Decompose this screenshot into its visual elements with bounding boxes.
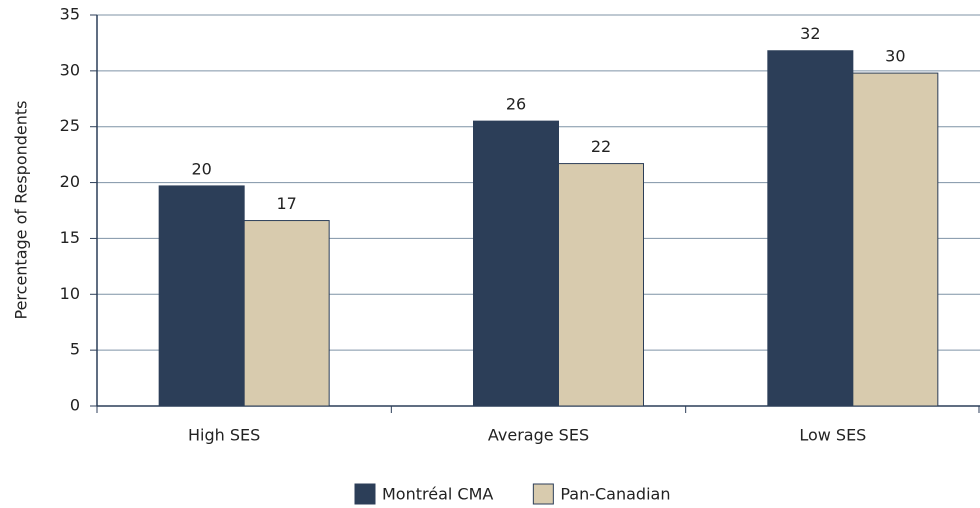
legend-swatch — [532, 483, 554, 505]
bar — [473, 120, 559, 407]
y-tick-label: 20 — [60, 172, 80, 191]
value-label: 26 — [506, 95, 526, 114]
value-label: 20 — [191, 159, 211, 178]
legend-label: Montréal CMA — [382, 485, 493, 504]
y-tick-label: 0 — [70, 396, 80, 415]
bar — [852, 72, 939, 407]
y-tick-label: 10 — [60, 284, 80, 303]
y-tick-label: 5 — [70, 340, 80, 359]
bar — [558, 163, 644, 407]
bar — [767, 50, 854, 407]
value-label: 30 — [885, 47, 905, 66]
value-label: 22 — [591, 137, 611, 156]
x-tick-label: Average SES — [488, 426, 589, 445]
legend-label: Pan-Canadian — [560, 485, 670, 504]
y-tick-label: 15 — [60, 228, 80, 247]
legend-swatch — [354, 483, 376, 505]
bar — [243, 220, 330, 407]
x-tick-label: Low SES — [799, 426, 866, 445]
y-axis-label: Percentage of Respondents — [12, 100, 31, 319]
bar — [158, 185, 245, 407]
y-tick-label: 25 — [60, 116, 80, 135]
value-label: 32 — [800, 24, 820, 43]
value-label: 17 — [276, 194, 296, 213]
x-tick-label: High SES — [188, 426, 260, 445]
y-tick-label: 35 — [60, 5, 80, 24]
y-tick-label: 30 — [60, 60, 80, 79]
